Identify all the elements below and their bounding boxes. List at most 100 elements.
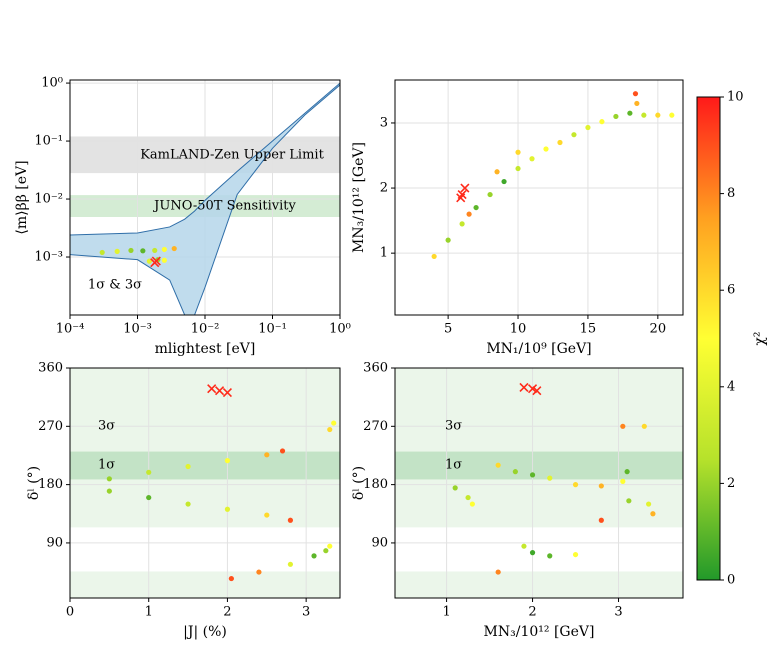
- point: [323, 548, 329, 554]
- axes-frame: [394, 79, 684, 316]
- point: [146, 494, 152, 501]
- point: [331, 420, 337, 426]
- point: [529, 472, 536, 478]
- x-tick-label: 1: [145, 605, 153, 620]
- y-axis-label: MN₃/10¹² [GeV]: [351, 142, 367, 253]
- colorbar-tick-label: 6: [727, 283, 735, 298]
- point: [599, 119, 605, 125]
- point: [161, 246, 167, 253]
- band-label: 1σ: [98, 458, 115, 473]
- point: [495, 462, 501, 468]
- point: [613, 113, 619, 120]
- y-tick-label: 2: [380, 181, 388, 196]
- y-tick-label: 10⁻¹: [34, 134, 63, 149]
- point: [669, 112, 675, 118]
- point: [547, 475, 553, 481]
- point: [469, 501, 475, 507]
- point: [515, 165, 521, 172]
- point: [641, 112, 647, 118]
- point: [495, 569, 501, 575]
- region-edge: [70, 84, 340, 315]
- x-tick-label: 2: [528, 605, 536, 620]
- y-tick-label: 3: [380, 115, 388, 130]
- x-tick-label: 3: [302, 605, 310, 620]
- colorbar-tick-label: 8: [727, 186, 735, 201]
- x-tick-label: 10⁻¹: [258, 322, 287, 337]
- point: [264, 512, 270, 518]
- x-tick-label: 10⁻⁴: [56, 322, 85, 337]
- point: [529, 156, 535, 162]
- band: [70, 571, 340, 598]
- y-tick-label: 180: [363, 477, 388, 492]
- colorbar-tick-label: 2: [727, 476, 735, 491]
- point: [327, 426, 333, 433]
- point: [473, 204, 479, 211]
- point: [161, 257, 167, 263]
- colorbar-tick-label: 10: [727, 90, 744, 105]
- colorbar: [696, 96, 721, 581]
- plot-area: [395, 80, 683, 315]
- point: [572, 551, 579, 558]
- plot-area: [70, 80, 340, 315]
- point: [224, 506, 231, 512]
- point: [632, 91, 639, 97]
- x-axis-label: |J| (%): [183, 624, 227, 640]
- point: [487, 191, 493, 198]
- y-tick-label: 90: [371, 535, 388, 550]
- point: [452, 485, 458, 491]
- y-tick-label: 270: [363, 419, 388, 434]
- colorbar-tick-label: 4: [727, 379, 735, 394]
- band-label: 3σ: [445, 419, 462, 434]
- point: [311, 553, 317, 559]
- x-axis-label: MN₁/10⁹ [GeV]: [486, 341, 591, 357]
- y-axis-label: ⟨m⟩ββ [eV]: [14, 160, 30, 234]
- point: [264, 452, 270, 458]
- best-fit-marker: [460, 183, 470, 193]
- y-tick-label: 10⁻²: [34, 192, 63, 207]
- axes-frame: [69, 367, 341, 599]
- point: [598, 483, 604, 489]
- point: [515, 149, 521, 155]
- point: [624, 469, 630, 475]
- y-tick-label: 90: [46, 535, 63, 550]
- point: [228, 575, 234, 582]
- x-tick-label: 1: [442, 605, 450, 620]
- point: [620, 423, 626, 429]
- plot-area: [395, 368, 683, 598]
- band: [70, 451, 340, 480]
- point: [146, 258, 152, 264]
- y-tick-label: 360: [38, 361, 63, 376]
- x-tick-label: 15: [580, 322, 597, 337]
- region-edge: [70, 82, 340, 236]
- point: [279, 448, 286, 454]
- point: [114, 248, 120, 255]
- x-tick-label: 10⁰: [329, 322, 351, 337]
- point: [646, 501, 652, 507]
- x-tick-label: 5: [444, 322, 452, 337]
- best-fit-marker: [214, 386, 225, 396]
- point: [494, 169, 500, 175]
- band-label: JUNO-50T Sensitivity: [152, 199, 296, 214]
- band: [395, 571, 683, 598]
- best-fit-marker: [151, 256, 161, 266]
- point: [106, 488, 112, 494]
- point: [521, 543, 527, 549]
- x-tick-label: 10⁻³: [123, 322, 152, 337]
- point: [256, 569, 262, 575]
- point: [557, 139, 563, 146]
- point: [543, 146, 549, 152]
- point: [655, 112, 661, 118]
- x-tick-label: 20: [650, 322, 667, 337]
- point: [634, 100, 640, 107]
- point: [572, 482, 579, 488]
- point: [185, 501, 191, 507]
- point: [459, 221, 465, 227]
- y-tick-label: 1: [380, 246, 388, 261]
- point: [327, 543, 333, 549]
- point: [512, 469, 518, 475]
- x-tick-label: 2: [223, 605, 231, 620]
- point: [650, 511, 656, 517]
- point: [224, 458, 231, 464]
- point: [185, 463, 191, 470]
